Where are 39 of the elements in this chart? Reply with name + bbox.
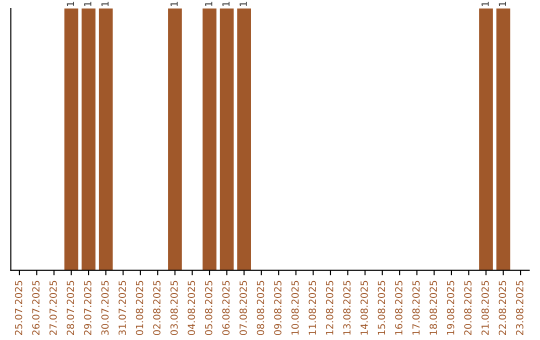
x-tick-label: 29.07.2025	[84, 280, 92, 335]
x-tick-label: 11.08.2025	[308, 280, 316, 335]
x-tick-label: 04.08.2025	[188, 280, 196, 336]
data-label: 1	[498, 2, 506, 6]
x-tick-label: 15.08.2025	[378, 280, 386, 335]
x-tick-label: 23.08.2025	[516, 280, 524, 335]
x-tick-label: 09.08.2025	[274, 280, 282, 336]
x-tick-label: 16.08.2025	[395, 280, 402, 335]
x-tick-label: 27.07.2025	[49, 280, 57, 335]
data-label: 1	[66, 2, 74, 6]
x-tick-label: 02.08.2025	[153, 280, 160, 336]
x-tick-label: 28.07.2025	[66, 280, 74, 335]
x-tick-label: 25.07.2025	[14, 280, 22, 335]
x-tick-label: 30.07.2025	[101, 280, 109, 335]
data-label: 1	[240, 2, 247, 6]
data-label: 1	[222, 2, 230, 6]
data-label: 1	[101, 2, 109, 6]
data-label: 1	[482, 2, 489, 6]
x-tick-label: 13.08.2025	[343, 280, 351, 335]
x-tick-label: 08.08.2025	[256, 280, 264, 336]
x-tick-label: 03.08.2025	[170, 280, 178, 336]
x-tick-label: 26.07.2025	[32, 280, 40, 335]
x-tick-label: 10.08.2025	[291, 280, 299, 335]
data-label: 1	[84, 2, 92, 6]
x-tick-label: 01.08.2025	[136, 280, 144, 336]
x-tick-label: 12.08.2025	[326, 280, 334, 335]
x-tick-label: 18.08.2025	[430, 280, 437, 335]
data-label: 1	[205, 2, 212, 6]
data-label: 1	[170, 2, 178, 6]
x-tick-label: 20.08.2025	[464, 280, 472, 335]
x-tick-label: 21.08.2025	[481, 280, 489, 335]
x-tick-label: 31.07.2025	[118, 280, 126, 335]
x-tick-label: 06.08.2025	[222, 280, 230, 336]
x-tick-label: 19.08.2025	[446, 280, 454, 335]
x-tick-label: 05.08.2025	[204, 280, 212, 336]
x-tick-label: 14.08.2025	[360, 280, 368, 335]
x-tick-label: 22.08.2025	[498, 280, 506, 335]
x-tick-label: 07.08.2025	[240, 280, 247, 336]
x-tick-label: 17.08.2025	[412, 280, 420, 335]
